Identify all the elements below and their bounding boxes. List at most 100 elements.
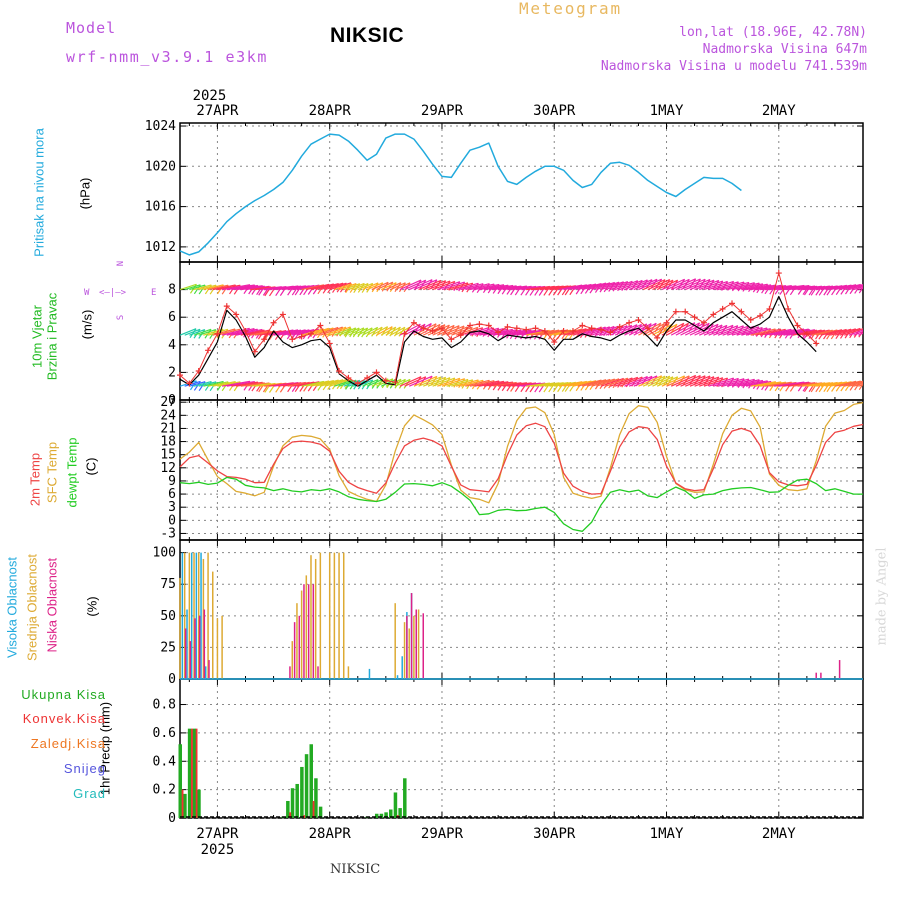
wind-barb xyxy=(366,326,383,336)
wind-barb xyxy=(731,326,759,336)
wind-barb xyxy=(699,280,723,291)
wind-barb xyxy=(207,284,229,291)
wind-barb xyxy=(399,279,422,291)
wind-barb xyxy=(830,284,852,291)
wind-barb xyxy=(236,285,263,291)
wind-gust-marker xyxy=(345,374,352,381)
wind-barb xyxy=(582,379,607,387)
y-tick-label: 0.8 xyxy=(153,698,176,713)
wind-barb xyxy=(296,381,320,387)
wind-barb xyxy=(231,284,258,291)
wind-barb xyxy=(713,325,739,336)
wind-gust-marker xyxy=(326,340,333,347)
wind-barb xyxy=(343,327,360,336)
total-rain-bar xyxy=(318,806,323,818)
wind-barb xyxy=(661,375,685,387)
wind-barb-feather xyxy=(666,279,674,290)
wind-barb xyxy=(717,325,744,336)
y-tick-label: 2 xyxy=(168,365,176,380)
wind-gust-marker xyxy=(813,340,820,347)
wind-barb xyxy=(184,380,201,387)
wind-barb xyxy=(848,381,863,387)
wind-barb-feather xyxy=(878,379,884,388)
model-elevation-info: Nadmorska Visina u modelu 741.539m xyxy=(600,59,867,74)
wind-gust-marker xyxy=(307,330,314,337)
wind-barb xyxy=(404,279,427,291)
wind-barb xyxy=(479,328,504,336)
wind-barb xyxy=(834,328,856,336)
total-rain-bar xyxy=(403,778,407,818)
legend-snijeg: Snijeg xyxy=(63,761,106,776)
y-tick-label: 0 xyxy=(168,513,176,528)
wind-barb xyxy=(736,379,763,387)
wind-barb xyxy=(722,325,749,336)
wind-gust-marker xyxy=(410,319,417,326)
wind-barb xyxy=(380,282,397,291)
wind-barb-feather xyxy=(620,325,628,335)
wind-barb xyxy=(329,326,351,336)
wind-gust-marker xyxy=(448,336,455,343)
panel-frame xyxy=(179,539,864,680)
wind-barb-feather xyxy=(872,327,878,336)
wind-barb xyxy=(315,379,339,387)
wind-barb-feather xyxy=(663,375,671,386)
wind-barb xyxy=(292,328,315,336)
wind-barb xyxy=(320,326,343,336)
wind-gust-marker xyxy=(382,377,389,384)
wind-barb xyxy=(830,328,852,336)
wind-barb xyxy=(259,330,282,336)
wind-barb xyxy=(446,378,469,387)
wind-barb xyxy=(348,327,365,336)
wind-barb xyxy=(717,281,745,291)
wind-barb-feather xyxy=(873,283,879,292)
wind-barb xyxy=(366,282,384,291)
wind-barb xyxy=(418,279,442,291)
wind-barb xyxy=(596,281,620,291)
wind-barb xyxy=(334,327,352,336)
wind-barb xyxy=(717,378,745,387)
wind-gust-marker xyxy=(420,325,427,332)
temp-2m-line xyxy=(179,422,864,495)
wind-barb xyxy=(189,328,205,336)
wind-barb-feather xyxy=(678,278,686,289)
wind-barb xyxy=(404,323,426,336)
wind-gust-marker xyxy=(392,379,399,386)
wind-barb xyxy=(764,285,792,291)
wind-barb-feather xyxy=(650,375,658,386)
wind-gust-marker xyxy=(476,321,483,328)
wind-speed-line xyxy=(179,295,817,387)
wind-barb xyxy=(408,279,433,291)
wind-barbs-layer xyxy=(180,278,884,393)
wind-barb xyxy=(680,375,706,387)
y-tick-label: 1012 xyxy=(145,240,176,255)
panel-frame xyxy=(179,399,864,541)
y-tick-label: 8 xyxy=(168,283,176,298)
wind-barb-feather xyxy=(689,278,697,289)
y-tick-label: 0.6 xyxy=(153,726,176,741)
wind-barb xyxy=(769,328,797,336)
wind-barb xyxy=(624,375,648,387)
wind-barb xyxy=(839,283,861,291)
wind-barb xyxy=(301,380,325,387)
wind-gust-marker xyxy=(794,322,801,329)
wind-barb xyxy=(512,329,536,336)
wind-barb xyxy=(778,285,810,291)
date-label-top: 27APR xyxy=(196,103,239,119)
wind-barb xyxy=(834,284,857,291)
wind-barb xyxy=(727,282,755,291)
y-tick-label: 0 xyxy=(168,672,176,687)
wind-barb-feather xyxy=(864,284,870,293)
wind-barb xyxy=(647,375,670,387)
wind-barb xyxy=(642,323,665,336)
wind-barb xyxy=(184,284,201,291)
wind-barb xyxy=(614,280,638,291)
compass-w: W xyxy=(84,288,90,298)
wind-barb xyxy=(591,281,615,291)
wind-barb xyxy=(675,322,700,336)
wind-barb xyxy=(759,328,786,336)
wind-barb-feather xyxy=(864,380,870,389)
total-rain-bar xyxy=(290,788,295,818)
wind-barb-feather xyxy=(430,376,438,386)
wind-barb xyxy=(441,281,465,291)
wind-barb-feather xyxy=(394,282,402,292)
